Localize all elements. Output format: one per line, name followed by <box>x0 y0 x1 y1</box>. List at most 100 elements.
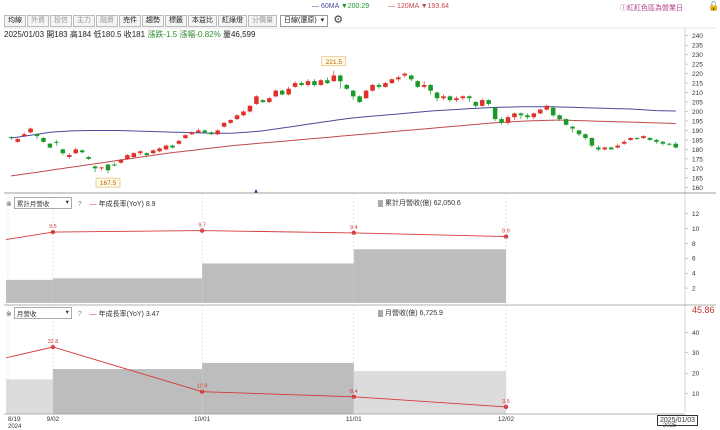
candle[interactable] <box>163 144 169 151</box>
lock-icon[interactable]: 🔓 <box>708 1 720 11</box>
candle[interactable] <box>505 115 511 125</box>
candle[interactable] <box>389 78 395 85</box>
candle[interactable] <box>325 77 330 85</box>
candle[interactable] <box>447 95 453 103</box>
candle[interactable] <box>550 106 556 118</box>
tab-8[interactable]: 本益比 <box>188 15 217 27</box>
candle[interactable] <box>138 150 143 156</box>
candle[interactable] <box>479 98 485 107</box>
candle[interactable] <box>318 79 324 86</box>
candle[interactable] <box>170 144 175 149</box>
candle[interactable] <box>189 131 195 136</box>
candle[interactable] <box>531 112 537 120</box>
candle[interactable] <box>492 106 498 121</box>
candle[interactable] <box>286 86 291 96</box>
candle[interactable] <box>654 138 659 144</box>
candle[interactable] <box>557 114 562 121</box>
panel1-help-icon[interactable]: ? <box>77 201 82 208</box>
candle[interactable] <box>208 131 214 136</box>
candle[interactable] <box>299 81 304 86</box>
candle[interactable] <box>538 108 543 115</box>
candle[interactable] <box>241 110 246 117</box>
candle[interactable] <box>570 125 575 133</box>
candle[interactable] <box>673 141 679 149</box>
candle[interactable] <box>228 119 233 124</box>
candle[interactable] <box>215 129 220 136</box>
candle[interactable] <box>634 137 640 140</box>
candle[interactable] <box>60 148 66 156</box>
candle[interactable] <box>176 139 182 145</box>
candle[interactable] <box>376 83 382 89</box>
period-select[interactable]: 日線(還原) ▾ <box>280 15 329 27</box>
candle[interactable] <box>221 121 227 128</box>
candle[interactable] <box>8 136 14 140</box>
candle[interactable] <box>131 152 137 158</box>
tab-1[interactable]: 外資 <box>27 15 49 27</box>
candle[interactable] <box>79 149 85 154</box>
candle[interactable] <box>383 82 388 88</box>
candle[interactable] <box>305 79 311 87</box>
candle[interactable] <box>544 104 549 111</box>
panel2-yoy-point[interactable] <box>199 389 205 394</box>
tab-2[interactable]: 投信 <box>50 15 72 27</box>
candle[interactable] <box>460 95 466 101</box>
panel1-close-icon[interactable]: ⊗ <box>6 201 12 208</box>
candle[interactable] <box>563 118 569 126</box>
candle[interactable] <box>273 89 279 98</box>
candle[interactable] <box>641 135 646 139</box>
tab-7[interactable]: 標籤 <box>165 15 187 27</box>
tab-9[interactable]: 紅綠燈 <box>218 15 247 27</box>
candle[interactable] <box>647 137 653 141</box>
candle[interactable] <box>486 99 491 106</box>
candle[interactable] <box>54 139 59 146</box>
candle[interactable] <box>518 112 524 120</box>
candle[interactable] <box>525 113 530 120</box>
candle[interactable] <box>28 127 33 134</box>
candle[interactable] <box>67 153 72 159</box>
candle[interactable] <box>350 89 356 101</box>
tab-0[interactable]: 均線 <box>4 15 26 27</box>
candle[interactable] <box>183 134 188 139</box>
panel1-select[interactable]: 累計月營收 ▾ <box>13 197 72 209</box>
tab-10[interactable]: 分價量 <box>248 15 277 27</box>
candle[interactable] <box>73 147 79 155</box>
candle[interactable] <box>338 74 343 89</box>
panel1-yoy-point[interactable] <box>50 229 56 235</box>
candle[interactable] <box>267 97 272 103</box>
candle[interactable] <box>441 94 446 101</box>
candle[interactable] <box>660 140 666 146</box>
candle[interactable] <box>628 137 633 141</box>
panel2-help-icon[interactable]: ? <box>77 311 82 318</box>
candle[interactable] <box>247 104 253 113</box>
candle[interactable] <box>396 75 401 82</box>
candle[interactable] <box>602 146 608 151</box>
candle[interactable] <box>125 154 130 160</box>
panel2-yoy-point[interactable] <box>351 394 357 400</box>
candle[interactable] <box>434 91 440 102</box>
candle[interactable] <box>596 145 601 152</box>
candle[interactable] <box>421 81 427 89</box>
candle[interactable] <box>312 79 317 87</box>
candle[interactable] <box>344 84 349 90</box>
tab-3[interactable]: 主力 <box>73 15 95 27</box>
candle[interactable] <box>105 163 111 174</box>
candle[interactable] <box>454 96 459 103</box>
candle[interactable] <box>402 72 408 78</box>
candle[interactable] <box>576 129 582 137</box>
candle[interactable] <box>292 81 298 88</box>
candle[interactable] <box>41 137 46 143</box>
gear-icon[interactable]: ⚙ <box>333 14 344 26</box>
candle[interactable] <box>428 84 433 95</box>
candle[interactable] <box>150 149 156 155</box>
panel1-yoy-point[interactable] <box>351 230 357 236</box>
info-link[interactable]: ⓘ紅紅色區為營業日 <box>620 5 683 12</box>
candle[interactable] <box>331 70 337 83</box>
candle[interactable] <box>15 138 20 143</box>
panel2-select[interactable]: 月營收 ▾ <box>13 307 72 319</box>
candle[interactable] <box>47 142 53 149</box>
candle[interactable] <box>112 162 117 167</box>
candle[interactable] <box>615 143 620 149</box>
panel1-yoy-point[interactable] <box>503 234 509 239</box>
candle[interactable] <box>512 112 517 121</box>
